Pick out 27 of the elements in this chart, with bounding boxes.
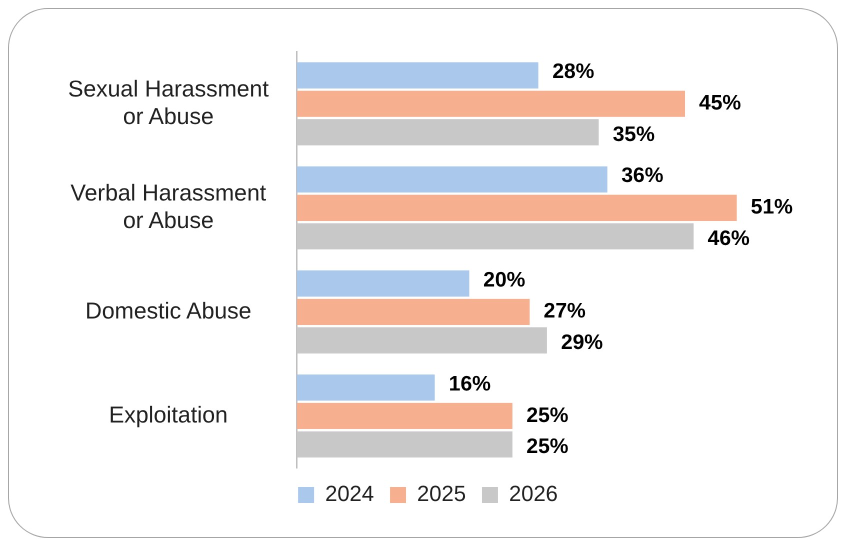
data-label: 29% xyxy=(560,331,604,354)
data-label: 45% xyxy=(699,92,742,115)
bar xyxy=(296,402,512,430)
data-label: 35% xyxy=(612,123,656,146)
bar xyxy=(296,62,538,88)
legend-label: 2026 xyxy=(508,481,558,506)
data-label: 25% xyxy=(526,435,569,458)
data-label: 20% xyxy=(483,268,526,292)
y-tick-label: Domestic Abuse xyxy=(85,297,252,324)
bar xyxy=(296,194,737,221)
data-label: 25% xyxy=(526,404,569,427)
data-label: 16% xyxy=(448,372,492,396)
data-label: 51% xyxy=(750,196,794,219)
data-label: 27% xyxy=(544,300,586,323)
y-tick-label: Exploitation xyxy=(108,401,228,428)
y-tick-label: Sexual Harassment or Abuse xyxy=(68,75,270,129)
legend-label: 2025 xyxy=(417,481,466,506)
y-tick-label: Verbal Harassment or Abuse xyxy=(70,179,267,234)
data-label: 46% xyxy=(708,227,750,250)
bar xyxy=(296,298,530,326)
data-label: 36% xyxy=(621,164,664,188)
bar xyxy=(296,374,435,401)
data-label: 28% xyxy=(552,60,595,84)
bar xyxy=(296,270,470,297)
bar xyxy=(296,166,608,193)
legend-label: 2024 xyxy=(325,481,374,506)
bar xyxy=(296,90,686,117)
